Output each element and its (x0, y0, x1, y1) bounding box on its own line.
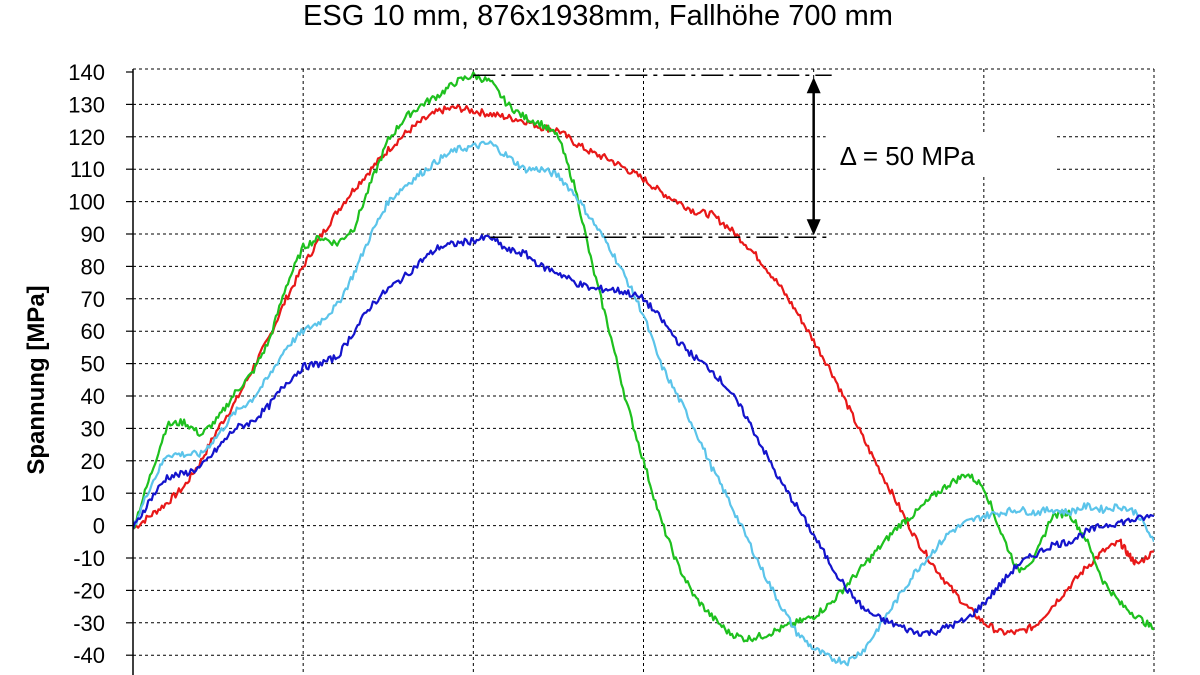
delta-arrow-head-up (806, 77, 821, 94)
y-tick-label: -40 (73, 643, 105, 668)
y-tick-labels: 1401301201101009080706050403020100-10-20… (68, 60, 105, 668)
y-tick-label: -20 (73, 578, 105, 603)
y-tick-label: 100 (68, 190, 105, 215)
y-tick-label: 0 (93, 514, 105, 539)
y-tick-label: -30 (73, 611, 105, 636)
y-tick-label: 40 (81, 384, 105, 409)
y-tick-label: 10 (81, 481, 105, 506)
axes (126, 69, 134, 675)
series-line-1 (133, 104, 1154, 636)
series-line-4 (133, 234, 1154, 637)
y-axis-label: Spannung [MPa] (23, 285, 50, 474)
delta-label-background (825, 134, 1056, 175)
series-line-2 (133, 71, 1154, 643)
y-tick-label: 30 (81, 416, 105, 441)
y-tick-label: 20 (81, 449, 105, 474)
y-tick-label: 80 (81, 254, 105, 279)
y-tick-label: -10 (73, 546, 105, 571)
y-tick-label: 140 (68, 60, 105, 85)
y-tick-label: 130 (68, 92, 105, 117)
y-tick-label: 70 (81, 287, 105, 312)
chart-title: ESG 10 mm, 876x1938mm, Fallhöhe 700 mm (303, 0, 893, 32)
y-tick-label: 120 (68, 125, 105, 150)
y-tick-label: 50 (81, 352, 105, 377)
delta-arrow-head-down (806, 219, 821, 236)
series-line-3 (133, 140, 1154, 667)
y-tick-label: 60 (81, 319, 105, 344)
y-tick-label: 90 (81, 222, 105, 247)
delta-annotation: Δ = 50 MPa (473, 74, 1056, 239)
delta-label: Δ = 50 MPa (840, 141, 976, 171)
series-layer (133, 71, 1154, 667)
y-tick-label: 110 (70, 157, 105, 182)
